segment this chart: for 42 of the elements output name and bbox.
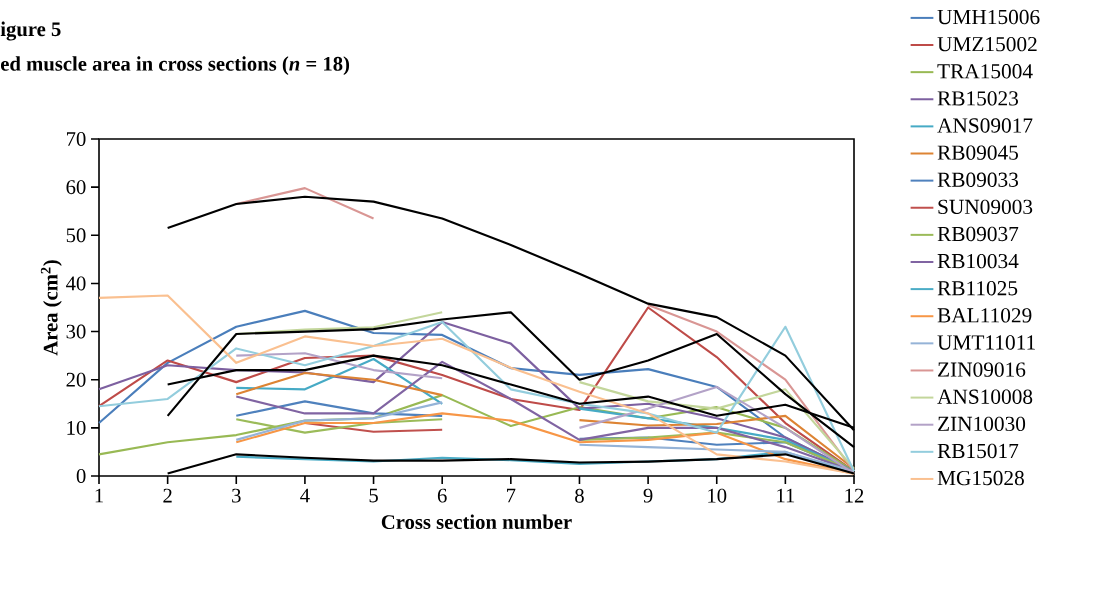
legend-label: UMH15006	[937, 9, 1040, 25]
legend-label: RB15017	[937, 443, 1019, 459]
y-tick-label: 10	[67, 420, 86, 435]
x-tick-label: 6	[437, 488, 447, 503]
legend-label: BAL11029	[937, 308, 1032, 323]
legend-label: RB09033	[937, 172, 1018, 187]
y-tick-label: 50	[66, 228, 86, 243]
x-tick-label: 7	[507, 488, 516, 503]
legend-label: SUN09003	[938, 199, 1033, 215]
x-axis-title: Cross section number	[381, 514, 572, 530]
y-tick-label: 40	[66, 276, 86, 291]
y-axis-title: Area (cm$^{2}$)	[40, 260, 62, 356]
legend-label: TRA15004	[937, 64, 1033, 79]
chart-subtitle: ed muscle area in cross sections (n = 18)	[0, 56, 350, 75]
legend-label: ZIN09016	[938, 362, 1026, 377]
x-tick-label: 1	[95, 488, 103, 503]
x-tick-label: 5	[369, 488, 378, 503]
legend-label: RB09037	[937, 226, 1019, 242]
y-tick-label: 60	[66, 180, 86, 195]
legend-label: ANS09017	[937, 118, 1033, 133]
chart-title: igure 5	[0, 21, 61, 41]
x-tick-label: 12	[845, 488, 864, 503]
x-tick-label: 10	[708, 488, 727, 503]
legend-label: ANS10008	[937, 389, 1033, 404]
x-tick-label: 8	[575, 488, 584, 503]
legend-label: UMZ15002	[937, 36, 1037, 52]
y-tick-label: 70	[66, 132, 86, 146]
y-tick-label: 0	[76, 469, 86, 483]
legend-label: UMT11011	[937, 335, 1035, 350]
x-tick-label: 11	[777, 488, 795, 503]
legend-label: RB09045	[937, 145, 1018, 160]
y-tick-label: 30	[66, 324, 86, 339]
legend-label: MG15028	[937, 470, 1024, 486]
legend-label: RB10034	[937, 253, 1019, 269]
legend-label: RB11025	[937, 281, 1018, 296]
x-tick-label: 3	[232, 488, 241, 503]
x-tick-label: 4	[300, 488, 310, 503]
x-tick-label: 2	[163, 488, 172, 503]
y-tick-label: 20	[66, 372, 86, 387]
x-tick-label: 9	[643, 488, 653, 503]
legend-label: RB15023	[937, 91, 1018, 106]
legend-label: ZIN10030	[938, 416, 1026, 432]
